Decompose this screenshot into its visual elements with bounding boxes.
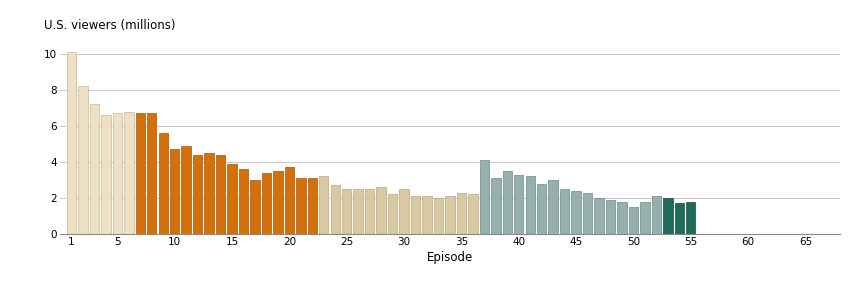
Bar [67,52,76,234]
Bar [434,198,443,234]
Bar [548,180,558,234]
Bar [640,202,650,234]
Bar [560,189,569,234]
Bar [90,104,99,234]
Bar [491,178,500,234]
Bar [261,173,271,234]
Bar [686,202,696,234]
Bar [583,193,592,234]
Bar [525,176,535,234]
Bar [112,113,122,234]
Bar [629,207,638,234]
Bar [204,153,213,234]
Bar [147,113,157,234]
Bar [331,185,340,234]
Bar [617,202,626,234]
Bar [446,196,454,234]
Bar [514,175,524,234]
Bar [216,155,225,234]
Bar [159,133,168,234]
Bar [663,198,673,234]
Bar [411,196,420,234]
Bar [537,184,547,234]
Bar [297,178,306,234]
Bar [239,169,249,234]
Bar [594,198,603,234]
Bar [135,113,145,234]
Bar [606,200,615,234]
Bar [319,176,328,234]
Bar [468,194,477,234]
Bar [193,155,202,234]
Bar [572,191,581,234]
Bar [78,86,87,234]
Bar [182,146,191,234]
Bar [227,164,237,234]
Bar [423,196,432,234]
Bar [273,171,283,234]
Bar [124,112,134,234]
Bar [285,167,294,234]
Bar [388,194,398,234]
Bar [502,171,512,234]
Bar [376,187,386,234]
Text: U.S. viewers (millions): U.S. viewers (millions) [45,19,176,32]
Bar [250,180,260,234]
Bar [457,193,466,234]
Bar [480,160,489,234]
Bar [674,203,684,234]
Bar [353,189,363,234]
Bar [342,189,351,234]
Bar [101,115,111,234]
Bar [365,189,375,234]
Bar [651,196,661,234]
Bar [399,189,409,234]
Bar [308,178,317,234]
Bar [170,149,179,234]
X-axis label: Episode: Episode [427,251,473,264]
